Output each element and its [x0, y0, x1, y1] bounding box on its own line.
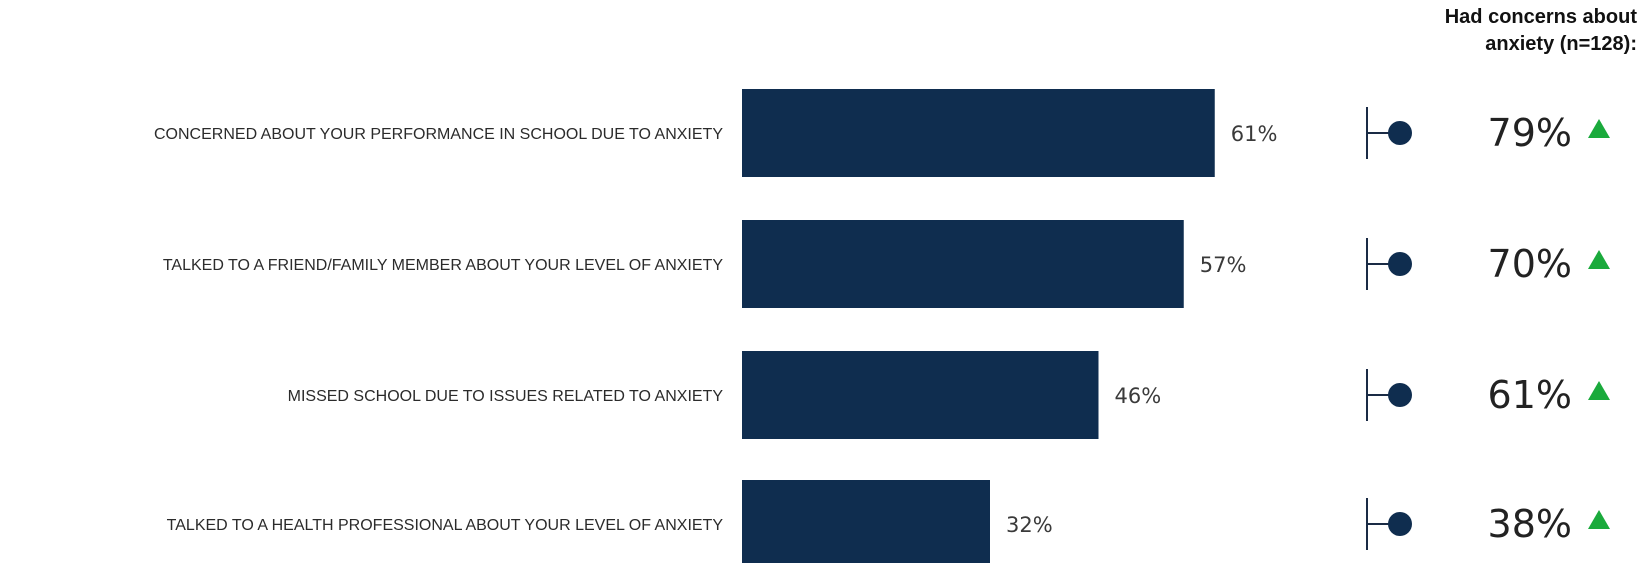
category-label: TALKED TO A HEALTH PROFESSIONAL ABOUT YO…: [167, 517, 724, 534]
up-arrow-icon: [1588, 250, 1610, 269]
category-label: MISSED SCHOOL DUE TO ISSUES RELATED TO A…: [288, 388, 724, 405]
bar: [742, 89, 1215, 177]
subgroup-header-line2: anxiety (n=128):: [1485, 33, 1637, 55]
category-label: TALKED TO A FRIEND/FAMILY MEMBER ABOUT Y…: [163, 257, 723, 274]
bar-value-label: 46%: [1115, 384, 1162, 408]
up-arrow-icon: [1588, 510, 1610, 529]
up-arrow-icon: [1588, 119, 1610, 138]
subgroup-value-label: 79%: [1488, 111, 1572, 155]
bar: [742, 480, 990, 563]
subgroup-header-line1: Had concerns about: [1444, 6, 1637, 28]
up-arrow-icon: [1588, 381, 1610, 400]
bar: [742, 220, 1184, 308]
bar-value-label: 61%: [1231, 122, 1278, 146]
marker-dot: [1388, 252, 1412, 276]
marker-dot: [1388, 121, 1412, 145]
marker-dot: [1388, 383, 1412, 407]
category-label: CONCERNED ABOUT YOUR PERFORMANCE IN SCHO…: [154, 126, 723, 143]
marker-dot: [1388, 512, 1412, 536]
subgroup-value-label: 38%: [1488, 502, 1572, 546]
subgroup-value-label: 70%: [1488, 242, 1572, 286]
bar-value-label: 57%: [1200, 253, 1247, 277]
subgroup-value-label: 61%: [1488, 373, 1572, 417]
bar: [742, 351, 1099, 439]
bar-value-label: 32%: [1006, 513, 1053, 537]
